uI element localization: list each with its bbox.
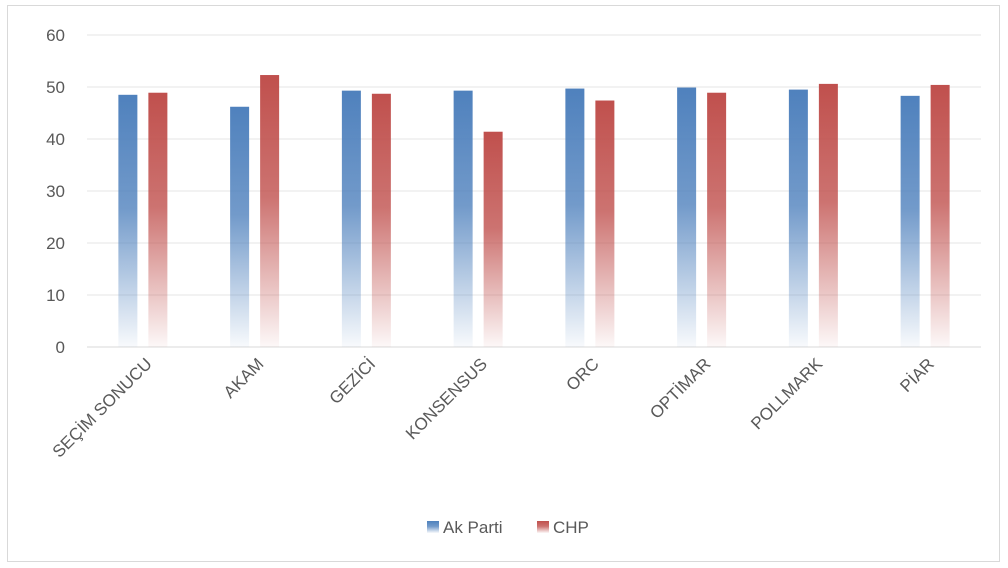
bars xyxy=(118,75,950,348)
bar-ak-parti-secim-sonucu xyxy=(118,94,138,347)
bar-ak-parti-akam xyxy=(230,106,250,347)
bar-ak-parti-piar xyxy=(900,95,920,347)
x-tick-label-secim-sonucu: SEÇİM SONUCU xyxy=(49,354,156,461)
y-tick-label-10: 10 xyxy=(46,286,65,305)
y-tick-label-60: 60 xyxy=(46,26,65,45)
chart-frame: 0 10 20 30 40 50 60 SEÇİM SONUCU AKAM GEZİCİ KONS… xyxy=(7,5,1000,562)
bar-chp-orc xyxy=(595,100,615,348)
bar-chp-konsensus xyxy=(483,131,503,347)
y-tick-label-50: 50 xyxy=(46,78,65,97)
gridlines xyxy=(87,34,981,348)
x-tick-label-piar: PİAR xyxy=(896,354,937,395)
legend-swatch-ak-parti xyxy=(427,521,439,533)
bar-chp-secim-sonucu xyxy=(148,92,168,347)
x-tick-label-gezici: GEZİCİ xyxy=(326,354,380,408)
y-axis: 0 10 20 30 40 50 60 xyxy=(46,26,65,357)
bar-ak-parti-gezici xyxy=(341,90,361,347)
legend-label-chp: CHP xyxy=(553,518,589,537)
legend-label-ak-parti: Ak Parti xyxy=(443,518,503,537)
x-tick-label-orc: ORC xyxy=(563,354,603,394)
y-tick-label-20: 20 xyxy=(46,234,65,253)
x-tick-label-akam: AKAM xyxy=(220,354,268,402)
bar-chp-pollmark xyxy=(818,83,838,347)
x-axis: SEÇİM SONUCU AKAM GEZİCİ KONSENSUS ORC OPTİMA… xyxy=(49,354,938,461)
bar-chp-akam xyxy=(260,75,280,347)
bar-chp-optimar xyxy=(707,92,727,347)
legend: Ak Parti CHP xyxy=(427,518,589,537)
x-tick-label-pollmark: POLLMARK xyxy=(747,354,826,433)
x-tick-label-optimar: OPTİMAR xyxy=(646,354,714,422)
bar-chp-piar xyxy=(930,84,950,348)
y-tick-label-40: 40 xyxy=(46,130,65,149)
bar-ak-parti-konsensus xyxy=(453,90,473,347)
y-tick-label-0: 0 xyxy=(56,338,65,357)
bar-ak-parti-orc xyxy=(565,88,585,347)
bar-chart: 0 10 20 30 40 50 60 SEÇİM SONUCU AKAM GEZİCİ KONS… xyxy=(46,26,981,537)
x-tick-label-konsensus: KONSENSUS xyxy=(402,354,491,443)
bar-ak-parti-pollmark xyxy=(788,89,808,347)
bar-ak-parti-optimar xyxy=(677,87,697,348)
legend-swatch-chp xyxy=(537,521,549,533)
bar-chp-gezici xyxy=(371,93,391,347)
y-tick-label-30: 30 xyxy=(46,182,65,201)
